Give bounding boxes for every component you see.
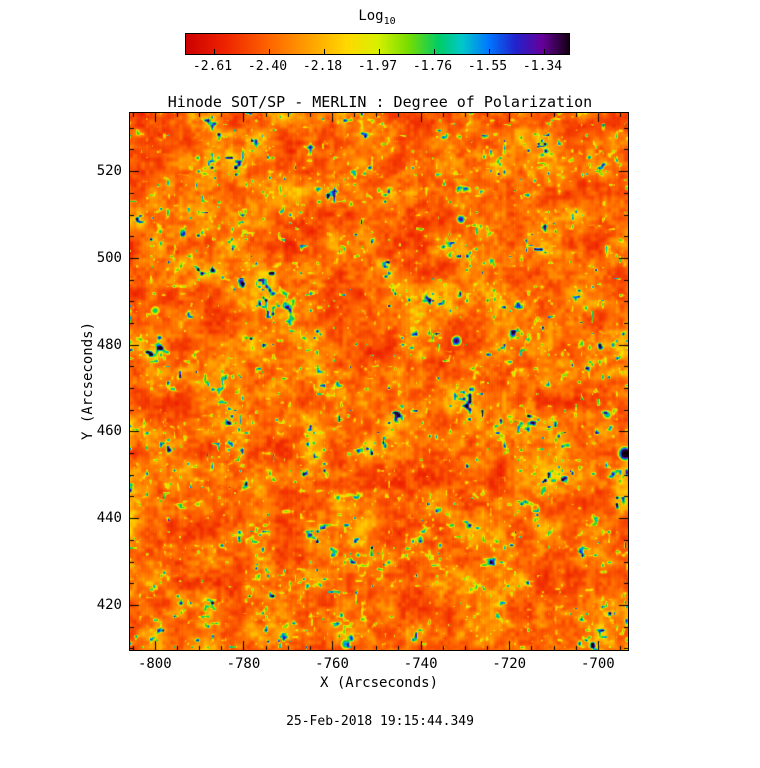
colorbar-tick-label: -2.40 <box>247 59 288 74</box>
colorbar-tick-label: -1.34 <box>522 59 563 74</box>
plot-title: Hinode SOT/SP - MERLIN : Degree of Polar… <box>167 93 593 111</box>
colorbar-title-sub: 10 <box>383 15 396 27</box>
y-tick-label: 440 <box>96 510 122 527</box>
colorbar-title-main: Log <box>358 8 384 24</box>
polarization-heatmap <box>130 113 628 650</box>
x-tick-label: -700 <box>581 656 615 672</box>
y-tick-label: 460 <box>96 423 122 440</box>
plot-area <box>129 112 629 651</box>
x-axis-label: X (Arcseconds) <box>319 675 439 691</box>
y-tick-label: 520 <box>96 163 122 180</box>
colorbar-tick <box>323 49 325 54</box>
colorbar-tick <box>433 49 435 54</box>
timestamp: 25-Feb-2018 19:15:44.349 <box>286 714 474 729</box>
colorbar-tick <box>268 49 270 54</box>
colorbar-tick <box>543 49 545 54</box>
y-axis-label: Y (Arcseconds) <box>80 321 96 441</box>
y-tick-label: 480 <box>96 336 122 353</box>
y-tick-label: 420 <box>96 596 122 613</box>
colorbar-tick-label: -1.76 <box>412 59 453 74</box>
x-tick-label: -760 <box>315 656 349 672</box>
colorbar-tick-label: -2.61 <box>192 59 233 74</box>
colorbar-tick <box>378 49 380 54</box>
colorbar-tick-label: -1.55 <box>467 59 508 74</box>
colorbar-tick <box>213 49 215 54</box>
colorbar-tick-label: -2.18 <box>302 59 343 74</box>
colorbar <box>185 33 570 55</box>
y-tick-label: 500 <box>96 249 122 266</box>
x-tick-label: -780 <box>226 656 261 672</box>
x-tick-label: -720 <box>492 656 527 672</box>
colorbar-tick-label: -1.97 <box>357 59 398 74</box>
x-tick-label: -740 <box>403 656 438 672</box>
x-tick-label: -800 <box>137 656 172 672</box>
colorbar-tick <box>488 49 490 54</box>
colorbar-title: Log10 <box>358 8 395 27</box>
